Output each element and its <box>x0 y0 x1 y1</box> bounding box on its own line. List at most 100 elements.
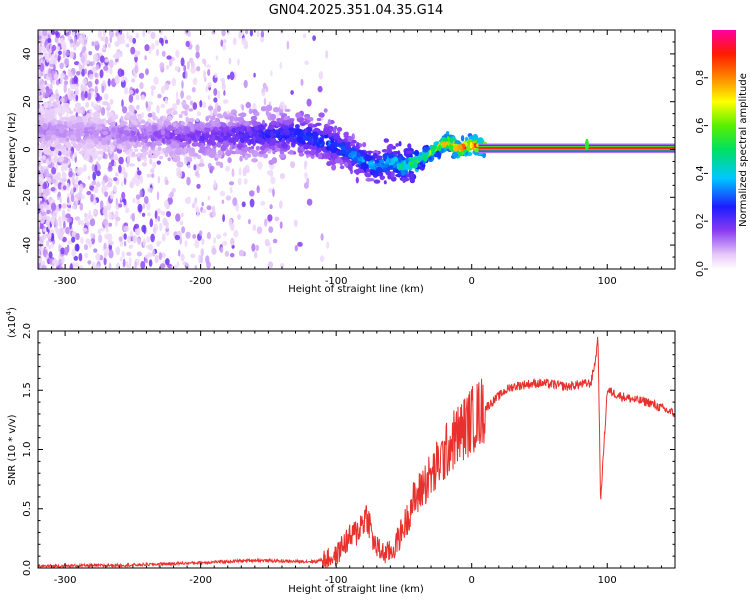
ridge-blob <box>210 141 216 146</box>
ridge-blob <box>284 108 291 112</box>
ridge-blob <box>46 143 51 148</box>
ridge-blob <box>304 150 311 155</box>
ridge-blob <box>258 150 265 155</box>
noise-blob <box>238 249 245 257</box>
ridge-blob <box>74 102 82 109</box>
noise-blob <box>118 236 123 242</box>
ridge-blob <box>175 143 180 150</box>
noise-blob <box>257 161 263 170</box>
ridge-blob <box>304 118 308 123</box>
ridge-blob <box>211 136 216 142</box>
ridge-blob <box>59 110 66 115</box>
noise-blob <box>128 104 133 111</box>
noise-blob <box>137 203 143 213</box>
noise-blob <box>200 248 204 257</box>
noise-blob <box>121 99 124 108</box>
ridge-blob <box>130 142 136 146</box>
noise-blob <box>80 83 84 92</box>
ridge-blob <box>367 161 375 166</box>
noise-blob <box>141 212 146 217</box>
ridge-blob <box>143 131 147 137</box>
noise-blob <box>58 219 63 228</box>
spectrogram-y-label: Frequency (Hz) <box>7 112 18 188</box>
noise-blob <box>108 240 114 246</box>
noise-blob <box>74 243 80 252</box>
ridge-blob <box>176 161 184 168</box>
noise-blob <box>147 112 153 118</box>
ridge-blob <box>166 139 172 145</box>
noise-blob <box>65 213 71 219</box>
ridge-blob <box>190 124 195 132</box>
noise-blob <box>62 185 67 191</box>
noise-blob <box>71 31 76 37</box>
ridge-blob <box>231 127 237 133</box>
ridge-blob <box>189 100 194 106</box>
ridge-blob <box>220 144 227 152</box>
noise-blob <box>199 230 203 236</box>
noise-blob <box>100 36 104 42</box>
ridge-blob <box>259 145 266 151</box>
noise-blob <box>150 43 155 50</box>
ridge-blob <box>97 150 104 155</box>
ridge-blob <box>196 130 202 134</box>
noise-blob <box>120 79 126 88</box>
noise-blob <box>121 69 125 77</box>
ridge-blob <box>327 119 332 126</box>
noise-blob <box>89 218 96 227</box>
ridge-blob <box>364 172 370 177</box>
noise-blob <box>82 78 88 85</box>
noise-blob <box>164 39 169 44</box>
noise-blob <box>92 171 97 181</box>
noise-blob <box>142 203 146 209</box>
y-tick-label: 0 <box>22 146 33 152</box>
noise-blob <box>175 91 179 100</box>
noise-blob <box>142 30 146 38</box>
ridge-blob <box>330 138 335 144</box>
ridge-blob <box>148 149 153 155</box>
noise-blob <box>93 210 97 215</box>
noise-blob <box>155 48 160 57</box>
ridge-blob <box>60 145 66 150</box>
x-tick-label: -100 <box>325 276 348 287</box>
noise-blob <box>135 94 140 101</box>
ridge-blob <box>412 161 418 167</box>
noise-blob <box>195 44 200 52</box>
noise-blob <box>247 218 251 225</box>
y-tick-label: 1.0 <box>22 442 33 458</box>
noise-blob <box>156 160 161 165</box>
ridge-blob <box>193 122 201 129</box>
noise-blob <box>108 59 114 69</box>
ridge-blob <box>174 130 179 135</box>
noise-blob <box>267 261 274 269</box>
noise-blob <box>232 197 238 207</box>
noise-blob <box>48 251 53 259</box>
noise-blob <box>241 37 247 45</box>
noise-blob <box>47 37 52 44</box>
noise-blob <box>81 68 86 77</box>
ridge-blob <box>232 132 236 138</box>
noise-blob <box>102 44 106 51</box>
ridge-blob <box>225 150 232 157</box>
noise-blob <box>82 227 88 232</box>
noise-blob <box>80 220 84 226</box>
noise-blob <box>300 78 304 86</box>
ridge-blob <box>149 134 156 138</box>
ridge-blob <box>72 128 77 135</box>
noise-blob <box>81 84 87 91</box>
noise-blob <box>206 205 212 211</box>
noise-blob <box>326 241 330 249</box>
noise-blob <box>43 168 49 178</box>
snr-series-line <box>38 336 675 568</box>
noise-blob <box>91 163 96 172</box>
noise-blob <box>244 164 250 173</box>
noise-blob <box>38 35 42 40</box>
ridge-blob <box>178 114 183 118</box>
noise-blob <box>231 244 235 249</box>
ridge-blob <box>292 138 297 143</box>
noise-blob <box>70 194 75 203</box>
noise-blob <box>115 216 121 222</box>
noise-blob <box>87 260 92 265</box>
noise-blob <box>52 79 56 85</box>
ridge-blob <box>395 143 399 147</box>
